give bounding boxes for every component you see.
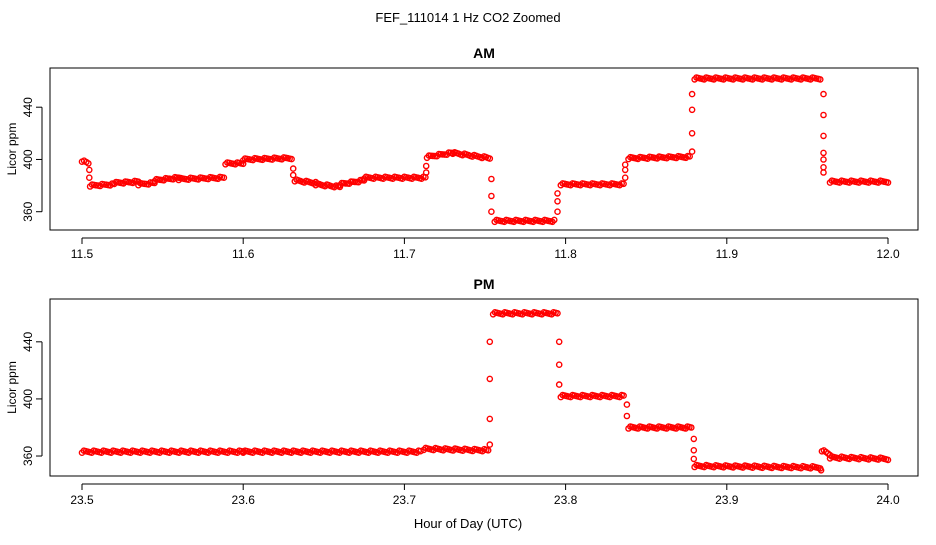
data-point xyxy=(690,435,698,443)
data-point xyxy=(486,415,494,423)
data-point xyxy=(820,149,827,157)
x-axis-label: Hour of Day (UTC) xyxy=(414,516,522,531)
data-point xyxy=(422,169,430,176)
data-point xyxy=(817,466,825,474)
data-point xyxy=(486,441,494,448)
data-point xyxy=(688,106,696,114)
data-point xyxy=(289,171,297,179)
x-tick-label: 11.5 xyxy=(71,247,94,261)
data-point xyxy=(486,155,494,162)
data-point xyxy=(554,309,561,317)
data-point xyxy=(688,90,696,98)
pm-panel: PM Licor ppm 23.5 23.6 23.7 23.8 23.9 24.0 360 40… xyxy=(5,276,919,507)
data-point xyxy=(86,166,93,174)
data-point xyxy=(288,155,295,163)
data-point xyxy=(820,163,827,171)
data-point xyxy=(688,424,695,431)
y-tick-label: 360 xyxy=(21,201,35,221)
data-point xyxy=(554,208,561,215)
figure-title: FEF_111014 1 Hz CO2 Zoomed xyxy=(375,10,560,25)
data-point xyxy=(820,132,827,140)
data-points xyxy=(78,308,892,474)
data-point xyxy=(690,455,698,463)
data-point xyxy=(690,446,698,454)
data-point xyxy=(417,447,424,455)
data-point xyxy=(551,216,558,224)
data-point xyxy=(884,179,892,186)
data-point xyxy=(820,169,827,176)
y-tick-label: 440 xyxy=(21,97,35,117)
panel-title: PM xyxy=(474,276,495,292)
data-point xyxy=(289,165,297,172)
x-tick-label: 23.8 xyxy=(554,493,578,507)
x-tick-label: 23.6 xyxy=(232,493,256,507)
y-tick-label: 400 xyxy=(21,149,35,169)
data-point xyxy=(554,190,561,197)
data-point xyxy=(86,174,93,181)
panel-title: AM xyxy=(473,45,495,61)
x-tick-label: 24.0 xyxy=(876,493,900,507)
data-point xyxy=(621,166,629,174)
data-point xyxy=(239,160,247,168)
data-point xyxy=(620,180,627,188)
y-tick-label: 440 xyxy=(21,331,35,351)
data-point xyxy=(486,375,494,383)
data-point xyxy=(555,381,563,388)
data-point xyxy=(817,76,824,83)
y-axis-label: Licor ppm xyxy=(5,361,19,414)
y-axis-label: Licor ppm xyxy=(5,123,19,176)
data-point xyxy=(484,446,492,454)
data-point xyxy=(820,156,827,163)
data-point xyxy=(621,161,629,168)
x-tick-label: 11.8 xyxy=(554,247,577,261)
x-tick-label: 11.7 xyxy=(393,247,416,261)
x-tick-label: 12.0 xyxy=(876,247,900,261)
data-point xyxy=(820,90,827,98)
x-tick-label: 23.9 xyxy=(715,493,739,507)
data-points xyxy=(78,74,892,226)
x-tick-label: 11.6 xyxy=(232,247,255,261)
data-point xyxy=(555,338,563,346)
data-point xyxy=(486,338,494,346)
data-point xyxy=(488,208,495,215)
data-point xyxy=(554,197,561,205)
x-tick-label: 23.5 xyxy=(70,493,94,507)
x-tick-label: 11.9 xyxy=(716,247,739,261)
data-point xyxy=(623,412,631,420)
plot-frame xyxy=(49,298,919,477)
am-panel: AM Licor ppm 11.5 11.6 11.7 11.8 11.9 12.0 360 40… xyxy=(5,45,919,261)
data-point xyxy=(220,174,228,181)
data-point xyxy=(688,129,696,137)
data-point xyxy=(422,162,430,170)
data-point xyxy=(623,401,631,408)
data-point xyxy=(820,111,827,119)
data-point xyxy=(85,160,92,167)
data-point xyxy=(884,456,892,464)
data-point xyxy=(555,361,563,369)
y-tick-label: 400 xyxy=(21,389,35,409)
data-point xyxy=(688,148,696,155)
data-point xyxy=(620,392,627,399)
data-point xyxy=(621,174,629,181)
y-tick-label: 360 xyxy=(21,446,35,466)
data-point xyxy=(488,175,495,183)
plot-frame xyxy=(49,67,919,231)
x-tick-label: 23.7 xyxy=(393,493,417,507)
data-point xyxy=(488,192,495,200)
